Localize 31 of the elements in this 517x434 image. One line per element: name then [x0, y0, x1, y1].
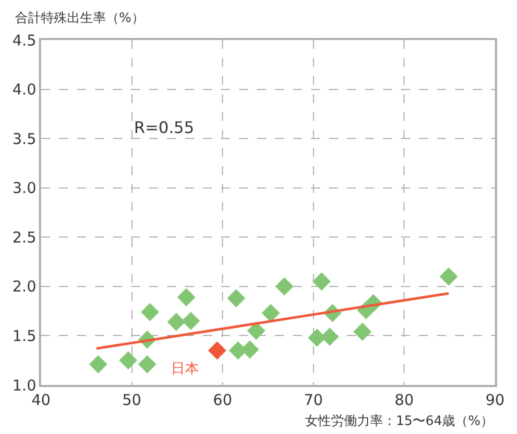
x-axis-title: 女性労働力率：15〜64歳（%）: [305, 413, 494, 429]
point: [167, 312, 186, 332]
y-tick-label: 3.5: [12, 130, 36, 148]
annotation: 日本: [171, 361, 199, 377]
y-tick-label: 2.5: [12, 228, 36, 246]
y-tick-label: 1.5: [12, 326, 36, 345]
point: [140, 302, 160, 322]
point: [89, 355, 108, 374]
x-tick-label: 80: [394, 390, 414, 409]
point: [312, 272, 331, 291]
point: [177, 288, 196, 306]
point: [138, 355, 156, 374]
point: [208, 341, 226, 360]
y-tick-label: 4.5: [12, 31, 36, 50]
y-tick-label: 2.0: [12, 278, 36, 296]
x-tick-label: 50: [122, 390, 142, 409]
x-tick-label: 70: [304, 390, 323, 409]
point: [247, 322, 266, 340]
point: [119, 351, 138, 370]
y-axis-title: 合計特殊出生率（%）: [15, 10, 144, 26]
x-tick-label: 90: [485, 390, 505, 409]
annotation: R=0.55: [134, 118, 194, 137]
point: [275, 277, 294, 296]
y-tick-label: 3.0: [12, 179, 36, 198]
point: [182, 312, 200, 330]
point: [262, 304, 280, 322]
point: [353, 322, 372, 341]
point: [227, 289, 246, 308]
point: [440, 267, 458, 286]
x-tick-label: 60: [213, 390, 232, 409]
y-tick-label: 4.0: [12, 80, 36, 99]
